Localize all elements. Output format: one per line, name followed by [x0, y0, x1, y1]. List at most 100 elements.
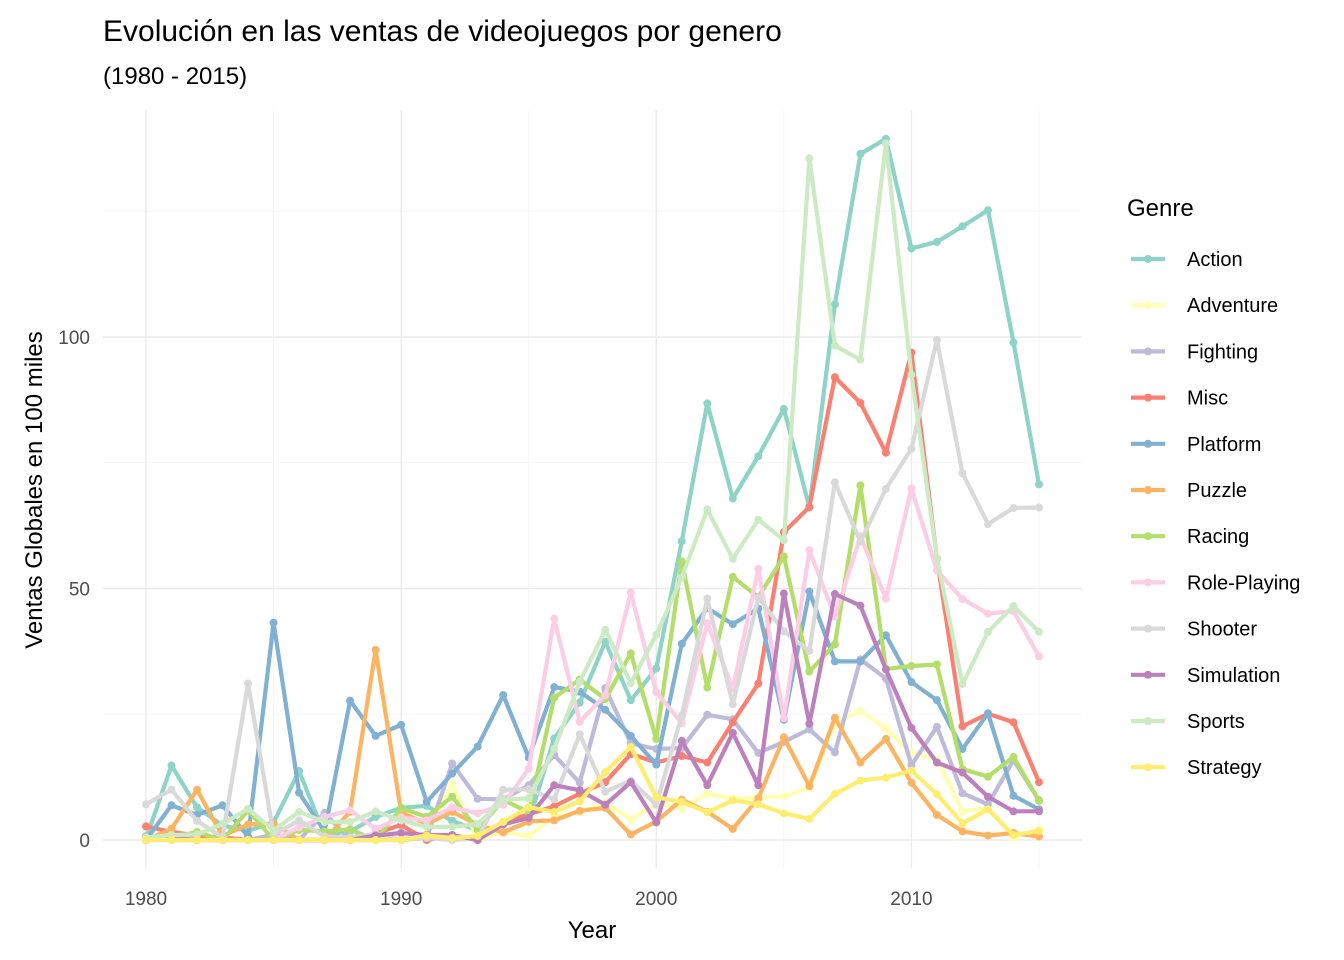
data-point-strategy — [933, 790, 941, 798]
data-point-action — [652, 664, 660, 672]
data-point-misc — [703, 759, 711, 767]
data-point-racing — [780, 552, 788, 560]
data-point-racing — [933, 660, 941, 668]
data-point-strategy — [1035, 827, 1043, 835]
data-point-platform — [831, 657, 839, 665]
data-point-platform — [346, 697, 354, 705]
data-point-strategy — [270, 836, 278, 844]
legend-label: Sports — [1187, 711, 1245, 733]
data-point-role-playing — [448, 803, 456, 811]
data-point-adventure — [856, 707, 864, 715]
data-point-role-playing — [958, 595, 966, 603]
data-point-shooter — [703, 595, 711, 603]
data-point-simulation — [627, 778, 635, 786]
data-point-puzzle — [627, 830, 635, 838]
data-point-role-playing — [627, 589, 635, 597]
legend-label: Platform — [1187, 434, 1261, 456]
data-point-racing — [703, 684, 711, 692]
data-point-puzzle — [831, 714, 839, 722]
data-point-simulation — [780, 590, 788, 598]
data-point-simulation — [652, 818, 660, 826]
data-point-puzzle — [984, 831, 992, 839]
data-point-role-playing — [576, 718, 584, 726]
legend-label: Strategy — [1187, 757, 1261, 779]
data-point-sports — [703, 506, 711, 514]
data-point-adventure — [882, 725, 890, 733]
data-point-sports — [678, 573, 686, 581]
data-point-puzzle — [882, 735, 890, 743]
data-point-sports — [831, 342, 839, 350]
data-point-strategy — [193, 836, 201, 844]
data-point-simulation — [729, 729, 737, 737]
data-point-action — [168, 762, 176, 770]
data-point-adventure — [958, 808, 966, 816]
data-point-strategy — [168, 836, 176, 844]
data-point-strategy — [856, 777, 864, 785]
data-point-role-playing — [474, 809, 482, 817]
data-point-strategy — [550, 808, 558, 816]
data-point-shooter — [1035, 504, 1043, 512]
data-point-shooter — [678, 711, 686, 719]
data-point-simulation — [856, 602, 864, 610]
data-point-role-playing — [805, 546, 813, 554]
x-tick-label: 2000 — [635, 889, 677, 910]
data-point-simulation — [550, 781, 558, 789]
data-point-action — [1035, 480, 1043, 488]
data-point-shooter — [882, 485, 890, 493]
legend-key-point — [1144, 763, 1152, 771]
data-point-strategy — [1009, 831, 1017, 839]
data-point-platform — [729, 620, 737, 628]
data-point-racing — [652, 735, 660, 743]
data-point-strategy — [474, 832, 482, 840]
data-point-strategy — [346, 836, 354, 844]
data-point-racing — [1035, 797, 1043, 805]
data-point-platform — [372, 732, 380, 740]
data-point-racing — [856, 481, 864, 489]
data-point-action — [703, 399, 711, 407]
data-point-platform — [550, 683, 558, 691]
legend-key-point — [1144, 578, 1152, 586]
data-point-simulation — [601, 801, 609, 809]
data-point-misc — [882, 449, 890, 457]
data-point-simulation — [525, 814, 533, 822]
data-point-strategy — [423, 831, 431, 839]
data-point-platform — [601, 706, 609, 714]
data-point-simulation — [805, 720, 813, 728]
data-point-strategy — [780, 809, 788, 817]
data-point-sports — [372, 807, 380, 815]
data-point-sports — [907, 371, 915, 379]
legend-label: Action — [1187, 249, 1243, 271]
legend-label: Fighting — [1187, 341, 1258, 363]
data-point-role-playing — [754, 565, 762, 573]
data-point-action — [627, 696, 635, 704]
data-point-shooter — [831, 478, 839, 486]
data-point-adventure — [448, 780, 456, 788]
chart-title: Evolución en las ventas de videojuegos p… — [103, 15, 782, 48]
data-point-puzzle — [729, 825, 737, 833]
legend-label: Misc — [1187, 388, 1228, 410]
data-point-fighting — [576, 779, 584, 787]
data-point-strategy — [525, 803, 533, 811]
data-point-puzzle — [193, 786, 201, 794]
legend-key-point — [1144, 625, 1152, 633]
data-point-role-playing — [525, 765, 533, 773]
data-point-action — [678, 537, 686, 545]
data-point-platform — [423, 798, 431, 806]
data-point-simulation — [678, 737, 686, 745]
data-point-platform — [474, 742, 482, 750]
data-point-simulation — [1009, 807, 1017, 815]
data-point-sports — [397, 816, 405, 824]
data-point-racing — [907, 662, 915, 670]
data-point-action — [780, 405, 788, 413]
data-point-sports — [321, 818, 329, 826]
legend-item-strategy: Strategy — [1131, 757, 1261, 779]
data-point-sports — [474, 820, 482, 828]
data-point-simulation — [703, 781, 711, 789]
data-point-platform — [397, 721, 405, 729]
data-point-platform — [295, 789, 303, 797]
data-point-sports — [576, 678, 584, 686]
data-point-strategy — [627, 743, 635, 751]
data-point-sports — [984, 628, 992, 636]
data-point-racing — [448, 793, 456, 801]
data-point-platform — [168, 801, 176, 809]
